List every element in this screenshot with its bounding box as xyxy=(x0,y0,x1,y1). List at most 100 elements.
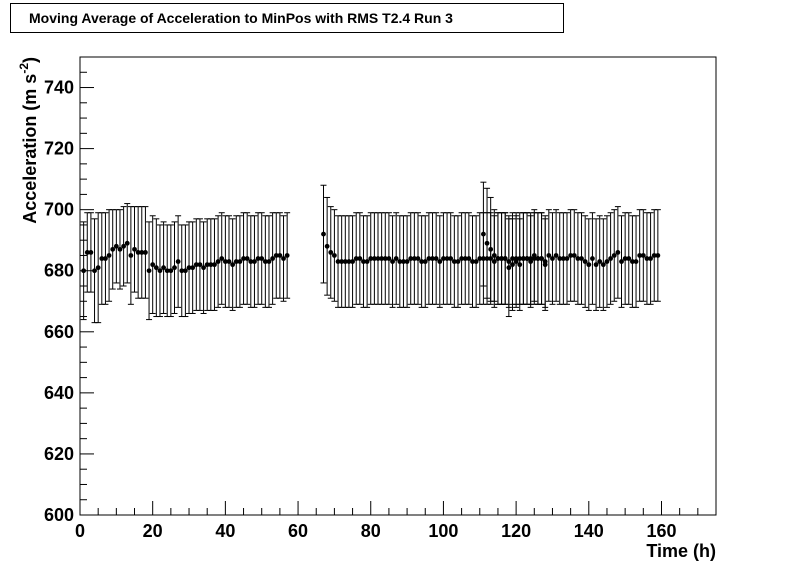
plot-frame xyxy=(79,56,717,516)
data-marker xyxy=(528,256,534,261)
data-marker xyxy=(342,259,348,264)
data-point xyxy=(175,215,182,308)
data-marker xyxy=(430,256,435,261)
data-marker xyxy=(110,246,116,252)
data-point xyxy=(127,206,134,305)
data-marker xyxy=(259,256,265,261)
data-point xyxy=(153,218,160,318)
data-marker xyxy=(139,250,145,255)
data-marker xyxy=(193,262,199,268)
data-point xyxy=(433,212,440,305)
data-marker xyxy=(230,262,236,268)
data-point xyxy=(327,206,334,299)
data-marker xyxy=(524,256,530,261)
data-point xyxy=(473,215,480,308)
data-marker xyxy=(481,231,486,237)
data-marker xyxy=(466,256,472,261)
data-point xyxy=(215,215,222,308)
data-point xyxy=(436,215,443,308)
data-marker xyxy=(611,253,617,258)
data-marker xyxy=(441,256,446,261)
data-point xyxy=(447,212,454,305)
data-point xyxy=(211,218,218,311)
data-point xyxy=(356,212,363,305)
data-point xyxy=(585,218,592,311)
data-point xyxy=(593,218,600,311)
data-marker xyxy=(637,253,643,258)
data-point xyxy=(563,212,570,305)
data-point xyxy=(571,209,578,302)
data-marker xyxy=(626,256,632,261)
data-marker xyxy=(513,259,519,264)
data-marker xyxy=(357,256,363,261)
data-point xyxy=(189,221,196,314)
data-marker xyxy=(564,256,570,261)
data-marker xyxy=(284,253,290,258)
data-marker xyxy=(477,256,483,261)
data-point xyxy=(244,212,251,305)
data-point xyxy=(91,218,98,324)
data-marker xyxy=(510,262,515,268)
data-marker xyxy=(546,253,552,258)
data-point xyxy=(382,212,389,305)
chart-title: Moving Average of Acceleration to MinPos… xyxy=(29,10,453,26)
x-tick-label: 20 xyxy=(143,521,163,541)
data-marker xyxy=(339,259,345,264)
data-marker xyxy=(550,256,555,261)
y-tick-label: 640 xyxy=(44,383,74,403)
data-point xyxy=(444,212,451,305)
data-marker xyxy=(557,256,563,261)
data-marker xyxy=(128,253,134,258)
data-marker xyxy=(135,250,141,255)
data-marker xyxy=(168,268,174,274)
data-point xyxy=(120,206,127,287)
y-tick-label: 740 xyxy=(44,78,74,98)
data-marker xyxy=(117,246,123,252)
data-point xyxy=(193,218,200,311)
data-marker xyxy=(368,256,374,261)
data-marker xyxy=(382,256,388,261)
data-marker xyxy=(491,253,497,258)
data-point xyxy=(269,212,276,305)
data-marker xyxy=(143,250,148,255)
data-point xyxy=(364,215,371,308)
tick-labels: 0 20 40 60 80 100 120 140 160 600 620 640 660 680 700 7… xyxy=(44,78,677,541)
data-point xyxy=(255,212,262,305)
data-point xyxy=(171,221,178,314)
data-marker xyxy=(615,250,621,255)
data-marker xyxy=(571,253,577,258)
data-point xyxy=(582,215,589,308)
data-point xyxy=(531,209,538,302)
data-point xyxy=(98,212,105,305)
data-marker xyxy=(266,259,272,264)
data-marker xyxy=(488,246,494,252)
data-point xyxy=(87,212,94,293)
data-point xyxy=(607,212,614,305)
data-point xyxy=(622,212,629,305)
data-point xyxy=(567,209,574,302)
data-point xyxy=(578,212,585,305)
y-axis-title-main: Acceleration (m s xyxy=(20,74,40,224)
data-marker xyxy=(281,256,286,261)
data-marker xyxy=(473,259,479,264)
data-marker xyxy=(186,265,192,271)
data-point xyxy=(589,212,596,305)
data-marker xyxy=(575,256,581,261)
data-point xyxy=(324,196,331,296)
data-point xyxy=(146,221,153,321)
data-point xyxy=(236,215,243,308)
data-marker xyxy=(411,256,417,261)
data-point xyxy=(603,215,610,308)
data-marker xyxy=(161,265,166,271)
data-point xyxy=(600,218,607,311)
data-point xyxy=(476,212,483,305)
data-point xyxy=(454,215,461,308)
data-point xyxy=(505,218,512,318)
data-point xyxy=(389,215,396,308)
data-marker xyxy=(353,256,359,261)
data-marker xyxy=(644,256,650,261)
data-marker xyxy=(433,256,439,261)
data-marker xyxy=(81,268,87,274)
data-point xyxy=(156,224,163,318)
data-marker xyxy=(379,256,385,261)
